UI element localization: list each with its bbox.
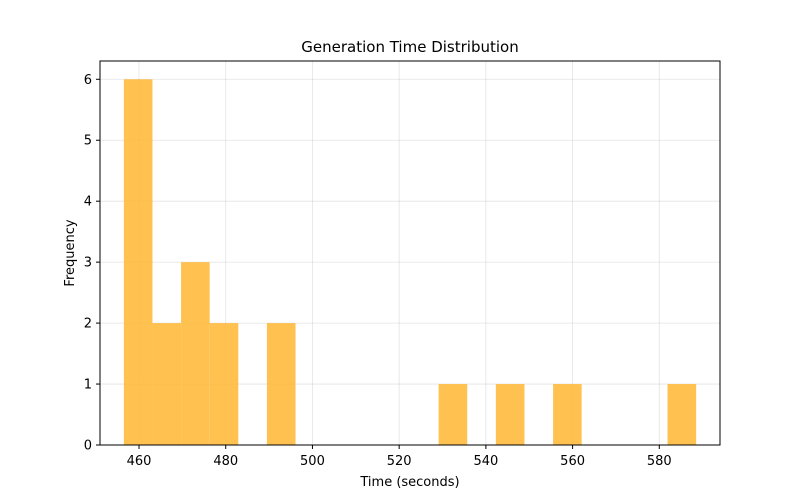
- x-tick-label: 460: [127, 454, 152, 469]
- histogram-bars: [123, 79, 697, 446]
- y-axis-title: Frequency: [63, 219, 78, 286]
- plot-frame: [99, 60, 721, 446]
- histogram-bar: [553, 384, 582, 445]
- x-tick-label: 520: [387, 454, 412, 469]
- x-tick-label: 580: [647, 454, 672, 469]
- histogram-bar: [209, 323, 239, 445]
- x-axis-ticks: 460 480 500 520 540 560 580: [127, 445, 672, 469]
- y-tick-label: 1: [84, 378, 92, 393]
- y-tick-label: 2: [84, 317, 92, 332]
- histogram-bar: [667, 384, 697, 445]
- y-tick-label: 4: [84, 195, 92, 210]
- x-tick-label: 500: [300, 454, 325, 469]
- x-axis-title: Time (seconds): [359, 475, 459, 490]
- histogram-bar: [266, 323, 296, 445]
- y-axis-ticks: 0 1 2 3 4 5 6: [84, 73, 100, 454]
- x-tick-label: 540: [473, 454, 498, 469]
- histogram-bar: [438, 384, 468, 445]
- x-tick-label: 480: [213, 454, 238, 469]
- x-tick-label: 560: [560, 454, 585, 469]
- y-tick-label: 0: [84, 439, 92, 454]
- histogram-bar: [152, 323, 182, 445]
- y-tick-label: 5: [84, 134, 92, 149]
- y-tick-label: 3: [84, 256, 92, 271]
- chart-title: Generation Time Distribution: [301, 38, 518, 56]
- histogram-bar: [181, 262, 210, 445]
- y-tick-label: 6: [84, 73, 92, 88]
- histogram-bar: [123, 79, 153, 446]
- histogram-bar: [495, 384, 525, 445]
